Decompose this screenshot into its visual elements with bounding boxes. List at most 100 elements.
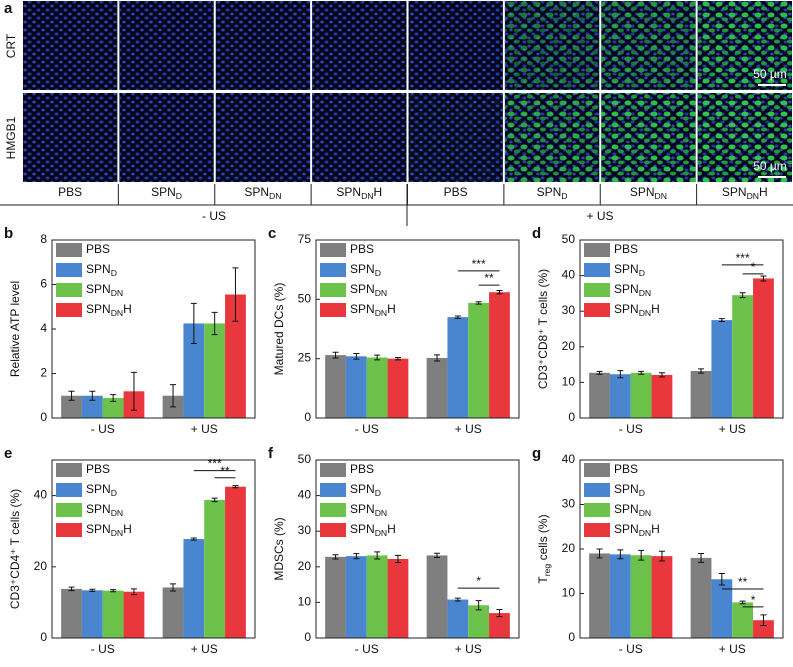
error-bar [394, 554, 401, 564]
text-run: DN [375, 508, 387, 518]
x-tick-label: - US [355, 422, 379, 436]
text-run: SPN [350, 482, 375, 496]
x-tick-label: + US [455, 422, 482, 436]
x-tick-label: - US [91, 642, 115, 656]
plot-frame [315, 239, 520, 419]
bar [387, 358, 409, 418]
text-run: MDSCs (%) [272, 517, 286, 580]
x-tick-label: - US [619, 642, 643, 656]
group-label: - US [202, 209, 226, 223]
error-bar [110, 394, 117, 402]
text-run: SPN [614, 502, 639, 516]
bar [447, 317, 469, 418]
error-bar [718, 572, 725, 586]
plot-frame [51, 459, 256, 639]
significance-label: ** [484, 271, 494, 285]
y-tick-label: 40 [562, 268, 576, 282]
error-bar [68, 390, 75, 401]
legend-label: PBS [350, 462, 374, 476]
panel-label: b [4, 225, 13, 242]
text-run: PBS [86, 242, 110, 256]
text-run: 20 [34, 559, 48, 573]
micrograph-stain [601, 1, 696, 90]
significance-label: * [476, 574, 481, 588]
text-run: + US [455, 642, 482, 656]
text-run: CRT [4, 33, 18, 58]
text-run: + US [455, 422, 482, 436]
error-bar [89, 390, 96, 401]
text-run: SPN [244, 185, 269, 199]
text-run: H [374, 185, 383, 199]
text-run: PBS [350, 242, 374, 256]
legend-swatch [320, 283, 346, 297]
bar [609, 554, 631, 638]
text-run: g [532, 445, 541, 462]
text-run: d [532, 225, 541, 242]
scale-bar-label: 50 µm [753, 67, 787, 81]
y-axis-label: MDSCs (%) [272, 517, 286, 580]
text-run: PBS [614, 462, 638, 476]
text-run: 20 [562, 541, 576, 555]
error-bar [232, 267, 239, 322]
text-run: cells (%) [536, 514, 550, 563]
bar [81, 395, 103, 418]
legend-swatch [320, 483, 346, 497]
text-run: H [759, 185, 768, 199]
text-run: SPN [350, 522, 375, 536]
legend-swatch [584, 263, 610, 277]
text-run: - US [91, 422, 115, 436]
error-bar [89, 588, 96, 592]
y-tick-label: 75 [298, 232, 312, 246]
bar [123, 591, 145, 638]
text-run: *** [472, 257, 486, 271]
text-run: * [476, 574, 481, 588]
y-tick-label: 30 [562, 303, 576, 317]
text-run: CD3⁺CD8⁺ T cells (%) [536, 269, 550, 389]
x-tick-label: - US [355, 642, 379, 656]
plot-frame [579, 239, 784, 419]
text-run: DN [655, 191, 667, 201]
text-run: 50 [298, 452, 312, 466]
text-run: * [751, 593, 756, 607]
micrograph-stain [601, 93, 696, 182]
legend-swatch [584, 483, 610, 497]
text-run: HMGB1 [4, 116, 18, 159]
y-tick-label: 0 [568, 630, 575, 644]
column-label: SPND [151, 185, 182, 201]
y-tick-label: 0 [40, 410, 47, 424]
group-label: + US [586, 209, 613, 223]
error-bar [170, 583, 177, 592]
text-run: SPN [336, 185, 361, 199]
micrograph-stain [697, 1, 792, 90]
text-run: H [651, 302, 660, 316]
y-tick-label: 0 [40, 630, 47, 644]
y-tick-label: 20 [298, 559, 312, 573]
error-bar [332, 554, 339, 560]
y-tick-label: 40 [34, 488, 48, 502]
y-tick-label: 50 [298, 452, 312, 466]
error-bar [698, 368, 705, 374]
legend-swatch [584, 283, 610, 297]
error-bar [434, 354, 441, 362]
legend-swatch [584, 303, 610, 317]
text-run: T [536, 576, 550, 584]
y-tick-label: 4 [40, 321, 47, 335]
error-bar [475, 301, 482, 305]
text-run: 50 [298, 292, 312, 306]
bar [345, 556, 367, 638]
text-run: 0 [568, 410, 575, 424]
text-run: PBS [86, 462, 110, 476]
text-run: SPN [614, 302, 639, 316]
text-run: ** [484, 271, 494, 285]
text-run: D [639, 268, 645, 278]
bar [102, 397, 124, 418]
text-run: SPN [350, 262, 375, 276]
text-run: 8 [40, 232, 47, 246]
significance-label: ** [220, 464, 230, 478]
text-run: SPN [86, 482, 111, 496]
significance-label: *** [472, 257, 486, 271]
panel-label: c [268, 225, 276, 242]
error-bar [496, 290, 503, 295]
error-bar [596, 370, 603, 375]
legend-label: PBS [614, 242, 638, 256]
